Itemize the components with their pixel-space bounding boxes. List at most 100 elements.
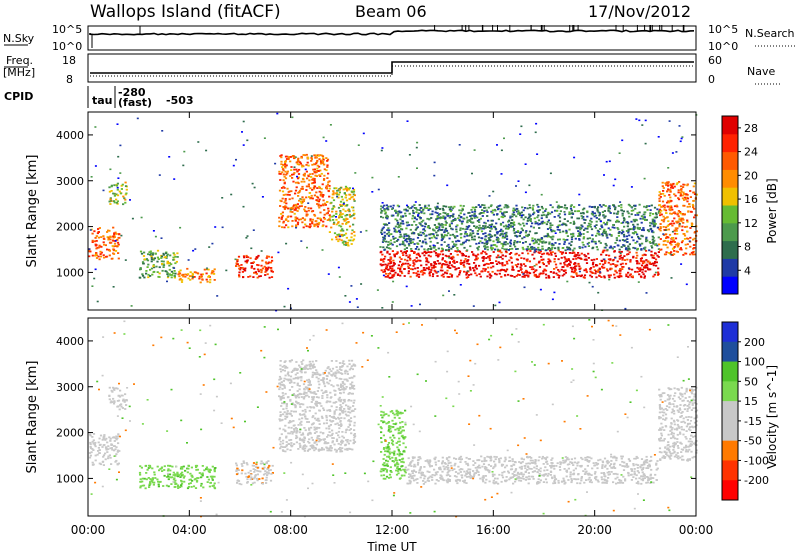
data-cell: [557, 276, 560, 279]
data-cell: [315, 360, 318, 362]
data-cell: [314, 417, 317, 420]
data-cell: [549, 212, 552, 215]
data-cell: [252, 477, 255, 480]
data-cell: [519, 214, 522, 217]
data-cell: [566, 220, 569, 223]
data-cell: [161, 269, 164, 272]
data-cell: [506, 268, 509, 271]
data-cell: [651, 238, 654, 241]
data-cell: [523, 276, 526, 278]
data-cell: [392, 238, 395, 240]
data-cell: [458, 209, 461, 212]
data-cell: [629, 259, 632, 261]
data-cell: [606, 269, 609, 272]
data-cell: [90, 451, 93, 454]
data-cell: [312, 363, 315, 366]
data-cell: [665, 226, 668, 229]
data-cell: [298, 437, 302, 440]
data-cell: [296, 221, 300, 224]
noise-cell: [473, 149, 476, 151]
data-cell: [247, 276, 250, 278]
noise-cell: [414, 201, 417, 203]
data-cell: [531, 207, 534, 209]
data-cell: [294, 189, 298, 192]
data-cell: [445, 234, 449, 237]
data-cell: [298, 161, 302, 164]
data-cell: [117, 435, 120, 438]
data-cell: [303, 173, 306, 175]
data-cell: [109, 238, 112, 241]
data-cell: [317, 154, 320, 157]
data-cell: [457, 217, 460, 220]
data-cell: [436, 205, 439, 208]
data-cell: [288, 432, 291, 435]
data-cell: [107, 238, 110, 241]
noise-cell: [214, 226, 217, 228]
data-cell: [328, 187, 331, 190]
data-cell: [511, 275, 514, 277]
data-cell: [661, 181, 664, 184]
data-cell: [261, 467, 264, 470]
data-cell: [237, 255, 241, 258]
data-cell: [337, 430, 340, 433]
data-cell: [174, 473, 177, 476]
data-cell: [594, 242, 597, 245]
data-cell: [403, 251, 406, 253]
data-cell: [411, 217, 414, 220]
data-cell: [537, 211, 540, 213]
noise-cell: [263, 137, 266, 139]
data-cell: [235, 473, 239, 476]
data-cell: [337, 387, 340, 390]
data-cell: [279, 414, 282, 416]
data-cell: [398, 224, 401, 227]
data-cell: [448, 225, 451, 228]
data-cell: [300, 187, 303, 190]
noise-cell: [597, 291, 600, 294]
data-cell: [441, 235, 444, 237]
data-cell: [140, 466, 143, 469]
data-cell: [471, 236, 474, 239]
data-cell: [441, 226, 445, 229]
noise-cell: [645, 292, 648, 294]
data-cell: [433, 262, 437, 265]
data-cell: [572, 266, 575, 269]
data-cell: [692, 200, 695, 202]
data-cell: [582, 237, 585, 240]
data-cell: [321, 417, 324, 419]
data-cell: [307, 384, 310, 386]
noise-cell: [245, 237, 248, 239]
data-cell: [669, 242, 672, 244]
data-cell: [485, 262, 488, 265]
data-cell: [543, 221, 546, 224]
data-cell: [603, 216, 606, 219]
data-cell: [115, 193, 118, 196]
data-cell: [484, 235, 487, 238]
data-cell: [329, 424, 332, 426]
data-cell: [610, 234, 613, 236]
data-cell: [622, 266, 625, 268]
data-cell: [279, 419, 282, 422]
noise-cell: [441, 238, 444, 240]
data-cell: [88, 433, 92, 436]
data-cell: [113, 201, 116, 204]
data-cell: [507, 273, 510, 276]
data-cell: [283, 187, 286, 189]
data-cell: [490, 219, 493, 222]
data-cell: [122, 398, 125, 401]
data-cell: [621, 239, 624, 241]
data-cell: [236, 258, 239, 261]
data-cell: [385, 246, 389, 249]
data-cell: [395, 253, 398, 255]
data-cell: [166, 276, 170, 279]
data-cell: [298, 431, 301, 434]
data-cell: [315, 403, 318, 405]
data-cell: [680, 190, 683, 193]
data-cell: [206, 476, 209, 478]
data-cell: [582, 276, 585, 279]
data-cell: [543, 235, 546, 238]
data-cell: [581, 208, 585, 211]
data-cell: [572, 235, 575, 238]
data-cell: [670, 251, 673, 253]
data-cell: [618, 231, 621, 233]
data-cell: [659, 249, 662, 251]
